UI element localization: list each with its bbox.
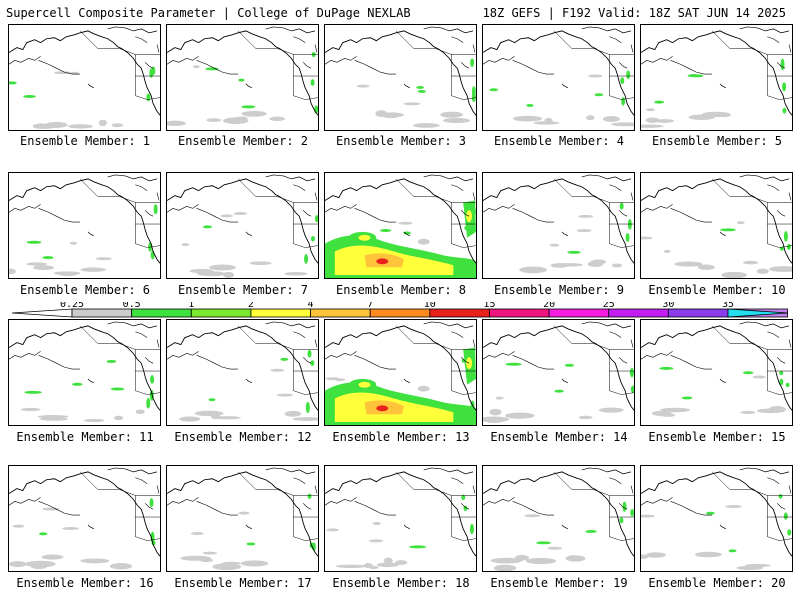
colorbar-tick-label: 30 [662,302,674,310]
ensemble-member-label: Ensemble Member: 5 [651,134,783,148]
colorbar-min-arrow [12,308,73,318]
ensemble-member-label: Ensemble Member: 10 [648,283,786,297]
colorbar-tick-label: 15 [483,302,495,310]
ensemble-map-panel [482,172,635,279]
ensemble-member-label: Ensemble Member: 19 [490,576,628,590]
ensemble-member-label: Ensemble Member: 8 [335,283,467,297]
ensemble-map-panel [324,319,477,426]
ensemble-map-panel [324,172,477,279]
colorbar-tick-label: 2 [248,302,254,310]
ensemble-member-label: Ensemble Member: 4 [493,134,625,148]
ensemble-map-panel [166,24,319,131]
colorbar-segment [489,308,550,318]
colorbar-tick-label: 1 [188,302,194,310]
ensemble-member-label: Ensemble Member: 1 [19,134,151,148]
colorbar-tick-label: 20 [543,302,555,310]
ensemble-map-panel [8,465,161,572]
colorbar-tick-label: 0.5 [123,302,141,310]
ensemble-member-label: Ensemble Member: 14 [490,430,628,444]
ensemble-map-panel [640,172,793,279]
ensemble-member-label: Ensemble Member: 13 [332,430,470,444]
ensemble-member-label: Ensemble Member: 17 [174,576,312,590]
ensemble-map-panel [324,465,477,572]
colorbar-tick-label: 25 [603,302,615,310]
colorbar-segment [608,308,669,318]
colorbar-segment [190,308,252,318]
ensemble-member-label: Ensemble Member: 15 [648,430,786,444]
ensemble-map-panel [8,319,161,426]
ensemble-map-panel [640,24,793,131]
ensemble-member-label: Ensemble Member: 18 [332,576,470,590]
chart-title: Supercell Composite Parameter | College … [6,6,411,20]
ensemble-map-panel [166,172,319,279]
colorbar: 0.25 0.5 1 2 4 7 10 15 20 25 30 35 [12,302,788,318]
ensemble-map-panel [482,24,635,131]
ensemble-map-panel [324,24,477,131]
colorbar-tick-label: 0.25 [60,302,84,310]
colorbar-segment [71,308,133,318]
colorbar-segment [310,308,371,318]
ensemble-map-panel [166,465,319,572]
colorbar-segment [548,308,610,318]
colorbar-segment [131,308,192,318]
colorbar-segment [667,308,729,318]
colorbar-max-arrow [727,308,788,318]
ensemble-member-label: Ensemble Member: 16 [16,576,154,590]
ensemble-map-panel [8,172,161,279]
colorbar-tick-label: 10 [424,302,436,310]
colorbar-segment [250,308,311,318]
colorbar-tick-label: 35 [722,302,734,310]
ensemble-member-label: Ensemble Member: 3 [335,134,467,148]
ensemble-map-panel [482,465,635,572]
valid-time: 18Z GEFS | F192 Valid: 18Z SAT JUN 14 20… [482,6,786,20]
ensemble-member-label: Ensemble Member: 7 [177,283,309,297]
ensemble-member-label: Ensemble Member: 11 [16,430,154,444]
ensemble-member-label: Ensemble Member: 9 [493,283,625,297]
colorbar-tick-label: 4 [308,302,314,310]
ensemble-map-panel [8,24,161,131]
ensemble-map-panel [640,465,793,572]
ensemble-member-label: Ensemble Member: 2 [177,134,309,148]
ensemble-member-label: Ensemble Member: 20 [648,576,786,590]
ensemble-member-label: Ensemble Member: 6 [19,283,151,297]
ensemble-map-panel [166,319,319,426]
ensemble-map-panel [482,319,635,426]
ensemble-member-label: Ensemble Member: 12 [174,430,312,444]
colorbar-segment [429,308,490,318]
colorbar-tick-label: 7 [367,302,373,310]
ensemble-map-panel [640,319,793,426]
colorbar-segment [369,308,431,318]
